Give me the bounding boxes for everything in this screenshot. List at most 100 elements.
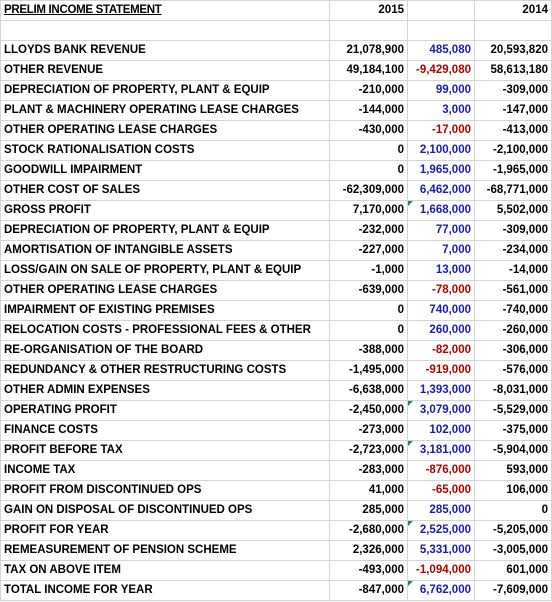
difference-cell[interactable]: 7,000 <box>407 240 475 261</box>
difference-cell[interactable]: 2,525,000 <box>407 520 475 541</box>
value-2014-cell[interactable]: -5,904,000 <box>474 440 552 461</box>
row-label-cell[interactable]: TAX ON ABOVE ITEM <box>0 560 330 581</box>
empty-cell[interactable] <box>329 20 408 41</box>
empty-cell[interactable] <box>407 20 475 41</box>
value-2015-cell[interactable]: 21,078,900 <box>329 40 408 61</box>
value-2015-cell[interactable]: -430,000 <box>329 120 408 141</box>
value-2014-cell[interactable]: -8,031,000 <box>474 380 552 401</box>
difference-cell[interactable]: -82,000 <box>407 340 475 361</box>
difference-cell[interactable]: 77,000 <box>407 220 475 241</box>
value-2014-cell[interactable]: -68,771,000 <box>474 180 552 201</box>
row-label-cell[interactable]: INCOME TAX <box>0 460 330 481</box>
value-2015-cell[interactable]: -1,000 <box>329 260 408 281</box>
value-2014-cell[interactable]: -14,000 <box>474 260 552 281</box>
difference-cell[interactable]: -919,000 <box>407 360 475 381</box>
difference-cell[interactable]: 1,965,000 <box>407 160 475 181</box>
value-2014-cell[interactable]: -375,000 <box>474 420 552 441</box>
row-label-cell[interactable]: IMPAIRMENT OF EXISTING PREMISES <box>0 300 330 321</box>
row-label-cell[interactable]: PLANT & MACHINERY OPERATING LEASE CHARGE… <box>0 100 330 121</box>
row-label-cell[interactable]: FINANCE COSTS <box>0 420 330 441</box>
difference-cell[interactable]: 3,181,000 <box>407 440 475 461</box>
row-label-cell[interactable]: OTHER OPERATING LEASE CHARGES <box>0 280 330 301</box>
value-2014-cell[interactable]: 106,000 <box>474 480 552 501</box>
value-2015-cell[interactable]: 41,000 <box>329 480 408 501</box>
value-2014-cell[interactable]: -413,000 <box>474 120 552 141</box>
value-2015-cell[interactable]: 0 <box>329 160 408 181</box>
row-label-cell[interactable]: TOTAL INCOME FOR YEAR <box>0 580 330 601</box>
value-2014-cell[interactable]: -7,609,000 <box>474 580 552 601</box>
value-2015-cell[interactable]: -639,000 <box>329 280 408 301</box>
difference-cell[interactable]: -65,000 <box>407 480 475 501</box>
value-2015-cell[interactable]: -232,000 <box>329 220 408 241</box>
value-2014-cell[interactable]: -2,100,000 <box>474 140 552 161</box>
row-label-cell[interactable]: OPERATING PROFIT <box>0 400 330 421</box>
row-label-cell[interactable]: LOSS/GAIN ON SALE OF PROPERTY, PLANT & E… <box>0 260 330 281</box>
value-2014-cell[interactable]: -306,000 <box>474 340 552 361</box>
value-2015-cell[interactable]: -493,000 <box>329 560 408 581</box>
difference-cell[interactable]: -78,000 <box>407 280 475 301</box>
row-label-cell[interactable]: RE-ORGANISATION OF THE BOARD <box>0 340 330 361</box>
value-2015-cell[interactable]: -388,000 <box>329 340 408 361</box>
row-label-cell[interactable]: PROFIT BEFORE TAX <box>0 440 330 461</box>
value-2015-cell[interactable]: -62,309,000 <box>329 180 408 201</box>
value-2014-cell[interactable]: -1,965,000 <box>474 160 552 181</box>
value-2015-cell[interactable]: -273,000 <box>329 420 408 441</box>
row-label-cell[interactable]: REMEASUREMENT OF PENSION SCHEME <box>0 540 330 561</box>
value-2014-cell[interactable]: 0 <box>474 500 552 521</box>
value-2015-cell[interactable]: 2,326,000 <box>329 540 408 561</box>
difference-cell[interactable]: 740,000 <box>407 300 475 321</box>
row-label-cell[interactable]: PROFIT FOR YEAR <box>0 520 330 541</box>
difference-cell[interactable]: -876,000 <box>407 460 475 481</box>
row-label-cell[interactable]: DEPRECIATION OF PROPERTY, PLANT & EQUIP <box>0 80 330 101</box>
value-2014-cell[interactable]: 601,000 <box>474 560 552 581</box>
value-2015-cell[interactable]: 0 <box>329 140 408 161</box>
difference-cell[interactable]: 1,393,000 <box>407 380 475 401</box>
value-2015-cell[interactable]: -1,495,000 <box>329 360 408 381</box>
empty-cell[interactable] <box>0 20 330 41</box>
value-2015-cell[interactable]: 0 <box>329 320 408 341</box>
value-2014-cell[interactable]: -576,000 <box>474 360 552 381</box>
row-label-cell[interactable]: OTHER COST OF SALES <box>0 180 330 201</box>
value-2014-cell[interactable]: -309,000 <box>474 220 552 241</box>
value-2015-cell[interactable]: -144,000 <box>329 100 408 121</box>
empty-cell[interactable] <box>474 20 552 41</box>
value-2015-cell[interactable]: 7,170,000 <box>329 200 408 221</box>
difference-cell[interactable]: 2,100,000 <box>407 140 475 161</box>
difference-cell[interactable]: 13,000 <box>407 260 475 281</box>
value-2015-cell[interactable]: -847,000 <box>329 580 408 601</box>
row-label-cell[interactable]: REDUNDANCY & OTHER RESTRUCTURING COSTS <box>0 360 330 381</box>
difference-cell[interactable]: 3,000 <box>407 100 475 121</box>
value-2015-cell[interactable]: -227,000 <box>329 240 408 261</box>
row-label-cell[interactable]: OTHER REVENUE <box>0 60 330 81</box>
column-header-difference[interactable] <box>407 0 475 21</box>
value-2015-cell[interactable]: -2,450,000 <box>329 400 408 421</box>
value-2015-cell[interactable]: -6,638,000 <box>329 380 408 401</box>
difference-cell[interactable]: 485,080 <box>407 40 475 61</box>
row-label-cell[interactable]: STOCK RATIONALISATION COSTS <box>0 140 330 161</box>
difference-cell[interactable]: 99,000 <box>407 80 475 101</box>
difference-cell[interactable]: 102,000 <box>407 420 475 441</box>
difference-cell[interactable]: 6,762,000 <box>407 580 475 601</box>
row-label-cell[interactable]: RELOCATION COSTS - PROFESSIONAL FEES & O… <box>0 320 330 341</box>
difference-cell[interactable]: 1,668,000 <box>407 200 475 221</box>
row-label-cell[interactable]: AMORTISATION OF INTANGIBLE ASSETS <box>0 240 330 261</box>
statement-title[interactable]: PRELIM INCOME STATEMENT <box>0 0 330 21</box>
difference-cell[interactable]: -1,094,000 <box>407 560 475 581</box>
difference-cell[interactable]: 6,462,000 <box>407 180 475 201</box>
column-header-2014[interactable]: 2014 <box>474 0 552 21</box>
difference-cell[interactable]: 285,000 <box>407 500 475 521</box>
row-label-cell[interactable]: DEPRECIATION OF PROPERTY, PLANT & EQUIP <box>0 220 330 241</box>
value-2014-cell[interactable]: -740,000 <box>474 300 552 321</box>
value-2014-cell[interactable]: -3,005,000 <box>474 540 552 561</box>
value-2014-cell[interactable]: 5,502,000 <box>474 200 552 221</box>
value-2015-cell[interactable]: -210,000 <box>329 80 408 101</box>
value-2014-cell[interactable]: -561,000 <box>474 280 552 301</box>
row-label-cell[interactable]: LLOYDS BANK REVENUE <box>0 40 330 61</box>
value-2015-cell[interactable]: -283,000 <box>329 460 408 481</box>
difference-cell[interactable]: 260,000 <box>407 320 475 341</box>
row-label-cell[interactable]: OTHER ADMIN EXPENSES <box>0 380 330 401</box>
value-2015-cell[interactable]: 0 <box>329 300 408 321</box>
value-2014-cell[interactable]: 593,000 <box>474 460 552 481</box>
row-label-cell[interactable]: GAIN ON DISPOSAL OF DISCONTINUED OPS <box>0 500 330 521</box>
column-header-2015[interactable]: 2015 <box>329 0 408 21</box>
